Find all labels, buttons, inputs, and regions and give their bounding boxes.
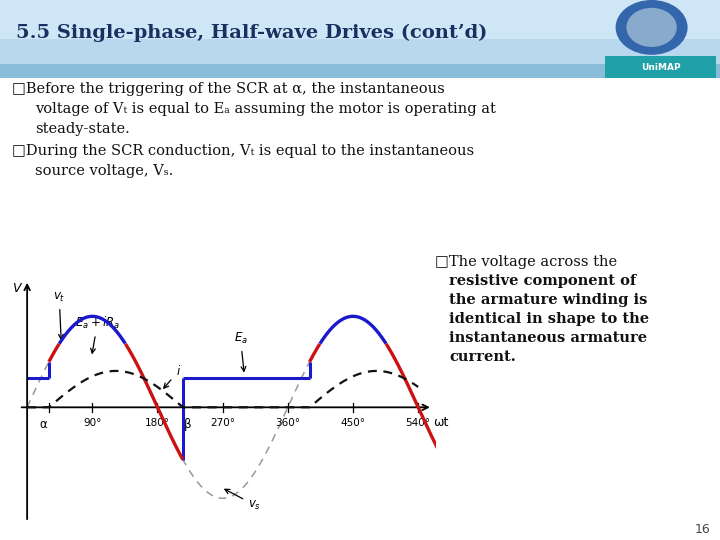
Text: □During the SCR conduction, Vₜ is equal to the instantaneous: □During the SCR conduction, Vₜ is equal … [12,144,474,158]
Text: 540°: 540° [405,418,431,428]
Text: ωt: ωt [433,415,449,429]
Text: α: α [40,418,48,431]
FancyBboxPatch shape [605,56,716,78]
Bar [0,64,720,78]
Text: $v_t$: $v_t$ [53,291,66,339]
Text: source voltage, Vₛ.: source voltage, Vₛ. [35,164,174,178]
Text: β: β [184,418,192,431]
Text: V: V [12,282,21,295]
Text: instantaneous armature: instantaneous armature [449,331,647,345]
Text: $E_a$: $E_a$ [233,331,248,372]
Text: 16: 16 [694,523,710,536]
Text: steady-state.: steady-state. [35,122,130,136]
Text: $i$: $i$ [164,364,181,388]
Text: 270°: 270° [210,418,235,428]
Text: $v_s$: $v_s$ [225,489,261,511]
Text: 180°: 180° [145,418,170,428]
Ellipse shape [616,0,688,55]
Text: $E_a+iR_a$: $E_a+iR_a$ [75,315,120,353]
Text: 90°: 90° [83,418,102,428]
Text: current.: current. [449,350,516,364]
Bar [0,0,720,39]
Text: □The voltage across the: □The voltage across the [435,255,617,269]
Text: 360°: 360° [275,418,300,428]
Text: UniMAP: UniMAP [641,63,681,72]
Text: identical in shape to the: identical in shape to the [449,312,649,326]
Ellipse shape [626,8,677,47]
Text: 450°: 450° [341,418,366,428]
Text: □Before the triggering of the SCR at α, the instantaneous: □Before the triggering of the SCR at α, … [12,82,445,96]
Text: resistive component of: resistive component of [449,274,636,288]
Text: 5.5 Single-phase, Half-wave Drives (cont’d): 5.5 Single-phase, Half-wave Drives (cont… [16,24,487,42]
Text: voltage of Vₜ is equal to Eₐ assuming the motor is operating at: voltage of Vₜ is equal to Eₐ assuming th… [35,102,496,116]
Text: the armature winding is: the armature winding is [449,293,647,307]
